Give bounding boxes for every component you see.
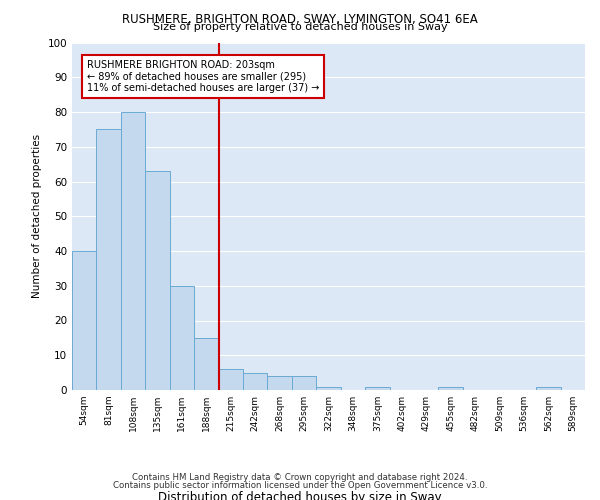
Text: Contains public sector information licensed under the Open Government Licence v3: Contains public sector information licen…	[113, 481, 487, 490]
Text: RUSHMERE, BRIGHTON ROAD, SWAY, LYMINGTON, SO41 6EA: RUSHMERE, BRIGHTON ROAD, SWAY, LYMINGTON…	[122, 12, 478, 26]
Bar	[292, 376, 316, 390]
Bar	[268, 376, 292, 390]
Bar	[536, 386, 560, 390]
Bar	[170, 286, 194, 390]
Bar	[194, 338, 218, 390]
Bar	[145, 171, 170, 390]
Text: Contains HM Land Registry data © Crown copyright and database right 2024.: Contains HM Land Registry data © Crown c…	[132, 472, 468, 482]
Text: Distribution of detached houses by size in Sway: Distribution of detached houses by size …	[158, 491, 442, 500]
Text: Size of property relative to detached houses in Sway: Size of property relative to detached ho…	[152, 22, 448, 32]
Bar	[439, 386, 463, 390]
Bar	[316, 386, 341, 390]
Y-axis label: Number of detached properties: Number of detached properties	[32, 134, 42, 298]
Bar	[243, 372, 268, 390]
Bar	[365, 386, 389, 390]
Bar	[218, 369, 243, 390]
Bar	[121, 112, 145, 390]
Bar	[72, 251, 97, 390]
Bar	[97, 130, 121, 390]
Text: RUSHMERE BRIGHTON ROAD: 203sqm
← 89% of detached houses are smaller (295)
11% of: RUSHMERE BRIGHTON ROAD: 203sqm ← 89% of …	[86, 60, 319, 93]
